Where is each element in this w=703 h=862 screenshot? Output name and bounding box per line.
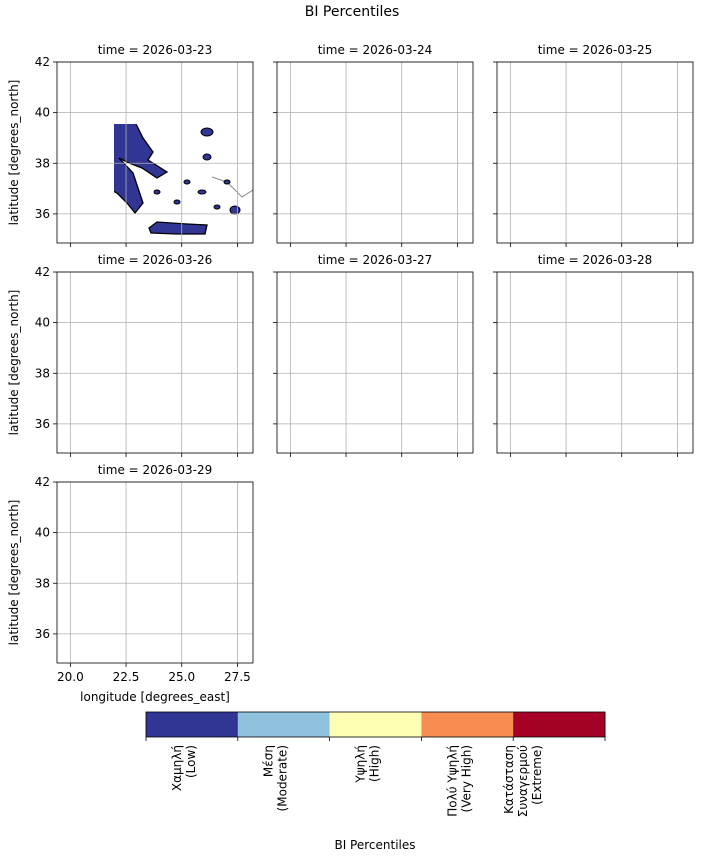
y-tick-label: 38 — [35, 156, 50, 170]
x-tick-label: 25.0 — [168, 670, 195, 684]
facet: time = 2026-03-23 36 38 40 42 latitude [degre… — [7, 43, 254, 247]
colorbar-label-line: Χαμηλή — [170, 745, 184, 791]
colorbar-segment — [146, 712, 239, 737]
y-tick-label: 40 — [35, 526, 50, 540]
colorbar-label-line: Πολύ Υψηλή — [445, 745, 459, 817]
y-tick-label: 36 — [35, 207, 50, 221]
map — [497, 272, 693, 445]
colorbar-label: Χαμηλή (Low) — [170, 745, 198, 791]
facet: time = 2026-03-28 — [493, 253, 694, 457]
colorbar: Χαμηλή (Low) Μέση (Moderate) Υψηλή (High) Πολύ… — [145, 711, 606, 817]
facet: time = 2026-03-26 36 38 40 42 latitude [degre… — [7, 253, 254, 457]
colorbar-label: Υψηλή (High) — [354, 745, 382, 784]
x-tick-label: 27.5 — [224, 670, 251, 684]
y-tick-label: 38 — [35, 366, 50, 380]
facet-title: time = 2026-03-28 — [538, 253, 653, 267]
y-tick-label: 42 — [35, 55, 50, 69]
frame — [496, 271, 694, 454]
colorbar-segment — [421, 712, 514, 737]
map — [497, 62, 693, 235]
facet: time = 2026-03-25 — [493, 43, 694, 247]
map — [57, 272, 253, 445]
facet: time = 2026-03-29 20.0 22.5 25.0 27.5 36 38 40 4… — [7, 463, 254, 684]
colorbar-label-line: (Low) — [184, 745, 198, 778]
facet-title: time = 2026-03-23 — [98, 43, 213, 57]
y-tick-label: 42 — [35, 265, 50, 279]
facet-title: time = 2026-03-25 — [538, 43, 653, 57]
map — [57, 62, 253, 235]
map — [277, 272, 473, 445]
y-axis-label: latitude [degrees_north] — [7, 80, 21, 226]
panels: time = 2026-03-23 36 38 40 42 latitude [degre… — [7, 43, 694, 684]
frame — [276, 61, 474, 244]
colorbar-segment — [513, 712, 606, 737]
facet: time = 2026-03-24 — [273, 43, 474, 247]
colorbar-frame — [145, 711, 606, 738]
colorbar-segment — [237, 712, 331, 737]
chart-title: BI Percentiles — [305, 4, 400, 20]
y-tick-label: 40 — [35, 316, 50, 330]
map — [57, 482, 253, 655]
y-tick-label: 36 — [35, 627, 50, 641]
colorbar-label: Μέση (Moderate) — [262, 745, 290, 811]
colorbar-label: BI Percentiles — [334, 838, 415, 852]
facet-title: time = 2026-03-27 — [318, 253, 433, 267]
colorbar-label: Πολύ Υψηλή (Very High) — [445, 745, 473, 817]
facet-title: time = 2026-03-24 — [318, 43, 433, 57]
colorbar-label-line: Συναγερμού — [516, 745, 530, 817]
colorbar-label-line: (Very High) — [459, 745, 473, 812]
facet-title: time = 2026-03-26 — [98, 253, 213, 267]
y-axis-label: latitude [degrees_north] — [7, 290, 21, 436]
frame — [276, 271, 474, 454]
x-axis-label: longitude [degrees_east] — [80, 690, 230, 704]
facet-title: time = 2026-03-29 — [98, 463, 213, 477]
frame — [56, 271, 254, 454]
frame — [56, 61, 254, 244]
x-tick-label: 22.5 — [113, 670, 140, 684]
colorbar-label-line: (High) — [368, 745, 382, 782]
map — [277, 62, 473, 235]
y-tick-label: 36 — [35, 417, 50, 431]
frame — [56, 481, 254, 664]
colorbar-label-line: Μέση — [262, 745, 276, 777]
colorbar-label-line: (Moderate) — [276, 745, 290, 811]
frame — [496, 61, 694, 244]
colorbar-label: Κατάσταση Συναγερμού (Extreme) — [502, 745, 544, 817]
y-tick-label: 42 — [35, 475, 50, 489]
colorbar-label-line: Κατάσταση — [502, 745, 516, 814]
colorbar-label-line: (Extreme) — [530, 745, 544, 805]
y-tick-label: 38 — [35, 576, 50, 590]
facet: time = 2026-03-27 — [273, 253, 474, 457]
x-tick-label: 20.0 — [57, 670, 84, 684]
colorbar-label-line: Υψηλή — [354, 745, 368, 784]
colorbar-segment — [329, 712, 422, 737]
y-axis-label: latitude [degrees_north] — [7, 500, 21, 646]
y-tick-label: 40 — [35, 106, 50, 120]
